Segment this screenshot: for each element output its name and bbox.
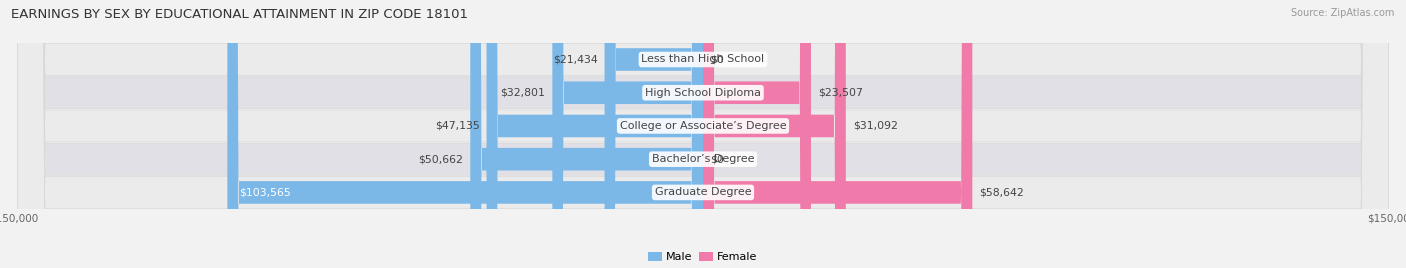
FancyBboxPatch shape	[228, 0, 703, 268]
Text: Less than High School: Less than High School	[641, 54, 765, 65]
FancyBboxPatch shape	[471, 0, 703, 268]
FancyBboxPatch shape	[486, 0, 703, 268]
Legend: Male, Female: Male, Female	[644, 247, 762, 267]
Text: $58,642: $58,642	[979, 187, 1024, 198]
FancyBboxPatch shape	[553, 0, 703, 268]
FancyBboxPatch shape	[703, 0, 811, 268]
Text: $103,565: $103,565	[239, 187, 291, 198]
Text: High School Diploma: High School Diploma	[645, 88, 761, 98]
Text: EARNINGS BY SEX BY EDUCATIONAL ATTAINMENT IN ZIP CODE 18101: EARNINGS BY SEX BY EDUCATIONAL ATTAINMEN…	[11, 8, 468, 21]
FancyBboxPatch shape	[703, 0, 973, 268]
FancyBboxPatch shape	[17, 0, 1389, 268]
Text: $31,092: $31,092	[852, 121, 897, 131]
Text: $32,801: $32,801	[501, 88, 546, 98]
Text: $0: $0	[710, 154, 724, 164]
FancyBboxPatch shape	[17, 0, 1389, 268]
Text: College or Associate’s Degree: College or Associate’s Degree	[620, 121, 786, 131]
FancyBboxPatch shape	[17, 0, 1389, 268]
FancyBboxPatch shape	[17, 0, 1389, 268]
FancyBboxPatch shape	[17, 0, 1389, 268]
Text: Bachelor’s Degree: Bachelor’s Degree	[652, 154, 754, 164]
FancyBboxPatch shape	[703, 0, 846, 268]
FancyBboxPatch shape	[605, 0, 703, 268]
Text: $0: $0	[710, 54, 724, 65]
Text: Source: ZipAtlas.com: Source: ZipAtlas.com	[1291, 8, 1395, 18]
Text: $47,135: $47,135	[434, 121, 479, 131]
Text: $21,434: $21,434	[553, 54, 598, 65]
Text: $50,662: $50,662	[419, 154, 464, 164]
Text: $23,507: $23,507	[818, 88, 863, 98]
Text: Graduate Degree: Graduate Degree	[655, 187, 751, 198]
